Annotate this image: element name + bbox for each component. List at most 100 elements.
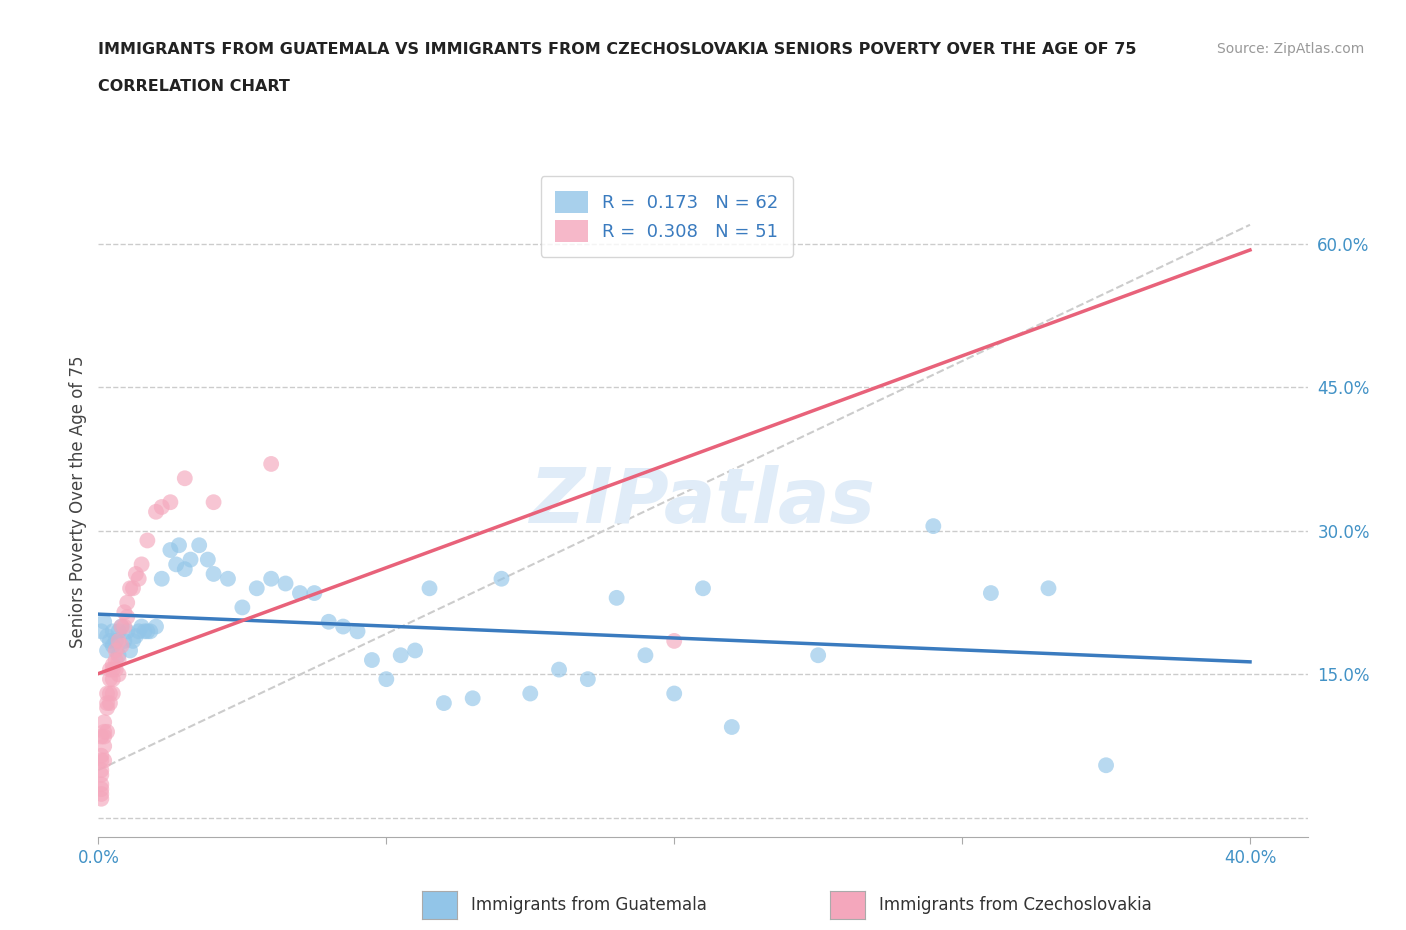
Point [128, 624, 150, 639]
Text: IMMIGRANTS FROM GUATEMALA VS IMMIGRANTS FROM CZECHOSLOVAKIA SENIORS POVERTY OVER: IMMIGRANTS FROM GUATEMALA VS IMMIGRANTS … [98, 42, 1137, 57]
Point [101, 658, 124, 672]
Legend: R =  0.173   N = 62, R =  0.308   N = 51: R = 0.173 N = 62, R = 0.308 N = 51 [541, 177, 793, 257]
Point [180, 552, 202, 567]
Point [404, 643, 426, 658]
Point [807, 648, 830, 663]
Point [98, 686, 121, 701]
Point [107, 667, 129, 682]
Point [145, 619, 167, 634]
Point [98, 633, 121, 648]
Point [90, 763, 112, 777]
Point [115, 609, 138, 624]
Point [606, 591, 628, 605]
Point [101, 638, 124, 653]
Point [134, 624, 156, 639]
Point [548, 662, 571, 677]
Point [115, 624, 138, 639]
Point [664, 633, 686, 648]
Point [96, 643, 118, 658]
Point [93, 724, 115, 739]
Point [131, 619, 153, 634]
Point [634, 648, 657, 663]
Point [101, 662, 124, 677]
Point [104, 643, 127, 658]
Text: Immigrants from Czechoslovakia: Immigrants from Czechoslovakia [879, 896, 1152, 914]
Point [332, 619, 354, 634]
Point [90, 777, 112, 791]
Point [375, 671, 398, 686]
Point [173, 562, 195, 577]
Point [136, 624, 159, 639]
Point [418, 581, 440, 596]
Point [90, 749, 112, 764]
Y-axis label: Seniors Poverty Over the Age of 75: Seniors Poverty Over the Age of 75 [69, 356, 87, 648]
Point [692, 581, 714, 596]
Point [217, 571, 239, 586]
Point [122, 633, 145, 648]
Point [231, 600, 253, 615]
Point [96, 629, 118, 644]
Point [139, 624, 162, 639]
Point [96, 686, 118, 701]
Point [159, 495, 181, 510]
Point [90, 624, 112, 639]
Point [90, 753, 112, 768]
Point [98, 696, 121, 711]
Point [136, 533, 159, 548]
Point [260, 457, 283, 472]
Point [110, 619, 132, 634]
Point [1095, 758, 1118, 773]
Point [346, 624, 368, 639]
Point [433, 696, 456, 711]
Point [90, 787, 112, 802]
Point [125, 566, 148, 581]
Point [1038, 581, 1060, 596]
Point [107, 633, 129, 648]
Point [96, 700, 118, 715]
Point [93, 738, 115, 753]
Text: CORRELATION CHART: CORRELATION CHART [98, 79, 290, 94]
Point [173, 471, 195, 485]
Point [115, 595, 138, 610]
Point [112, 619, 135, 634]
Point [288, 586, 311, 601]
Point [165, 557, 187, 572]
Point [120, 581, 142, 596]
Point [96, 724, 118, 739]
Point [188, 538, 211, 552]
Point [120, 643, 142, 658]
Point [104, 633, 127, 648]
Point [491, 571, 513, 586]
Point [922, 519, 945, 534]
Point [576, 671, 599, 686]
Point [150, 571, 173, 586]
Point [93, 615, 115, 630]
Point [145, 504, 167, 519]
Point [107, 653, 129, 668]
Point [93, 729, 115, 744]
Point [122, 581, 145, 596]
Point [167, 538, 190, 552]
Point [260, 571, 283, 586]
Point [107, 624, 129, 639]
Point [98, 662, 121, 677]
Text: Source: ZipAtlas.com: Source: ZipAtlas.com [1216, 42, 1364, 56]
Point [159, 542, 181, 557]
Point [202, 495, 225, 510]
Point [101, 671, 124, 686]
Point [107, 648, 129, 663]
Point [150, 499, 173, 514]
Point [101, 624, 124, 639]
Point [104, 662, 127, 677]
Point [304, 586, 326, 601]
Point [96, 696, 118, 711]
Point [361, 653, 384, 668]
Point [90, 767, 112, 782]
Point [128, 571, 150, 586]
Text: Immigrants from Guatemala: Immigrants from Guatemala [471, 896, 707, 914]
Point [274, 576, 297, 591]
Point [93, 753, 115, 768]
Point [202, 566, 225, 581]
Point [197, 552, 219, 567]
Point [90, 729, 112, 744]
